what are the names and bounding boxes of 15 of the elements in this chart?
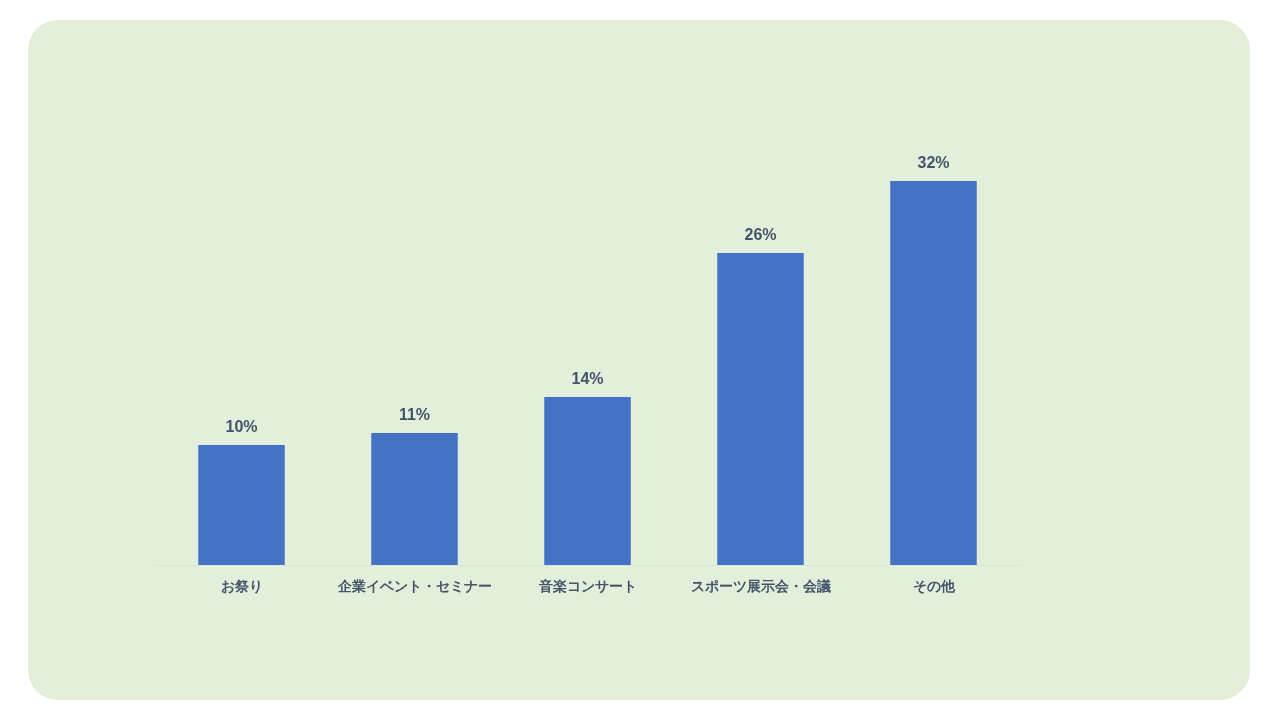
x-tick-label: 音楽コンサート	[537, 577, 637, 594]
x-tick-label: スポーツ展示会・会議	[690, 577, 831, 594]
data-label: 32%	[917, 154, 950, 171]
bar	[890, 181, 977, 565]
x-tick-label: その他	[912, 577, 956, 594]
data-label: 11%	[398, 406, 431, 423]
x-tick-label: 企業イベント・セミナー	[336, 577, 492, 594]
data-label: 10%	[225, 418, 258, 435]
bar	[717, 253, 804, 565]
x-tick-label: お祭り	[220, 577, 263, 594]
bar	[198, 445, 285, 565]
bar	[544, 397, 631, 565]
data-label: 14%	[571, 370, 604, 387]
data-label: 26%	[744, 226, 777, 243]
bar	[371, 433, 458, 565]
